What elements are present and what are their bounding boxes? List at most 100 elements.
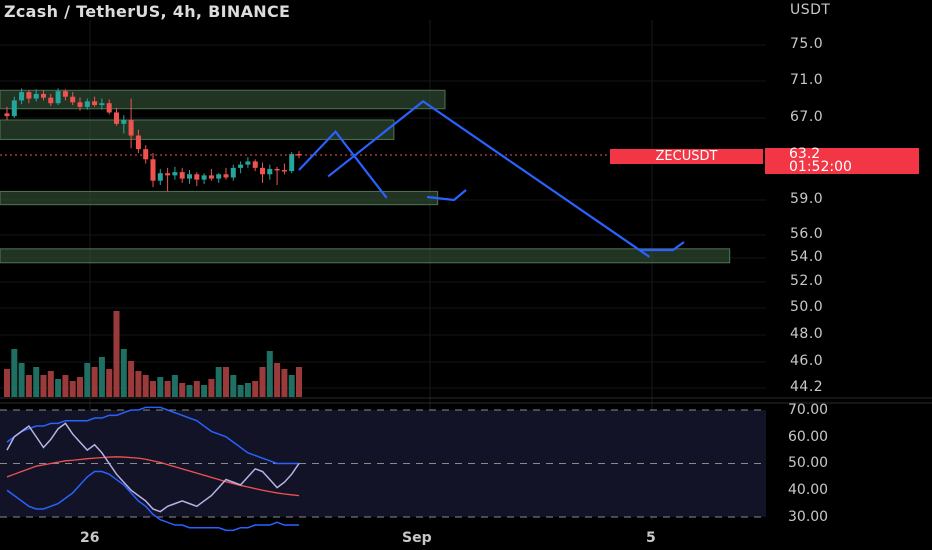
time-axis-label: 26 — [80, 530, 100, 546]
support-resistance-zones[interactable] — [0, 89, 731, 264]
volume-bar — [288, 375, 295, 397]
candle-body — [216, 174, 222, 179]
volume-bar — [296, 367, 302, 397]
candle-body — [208, 175, 214, 179]
candle-body — [157, 173, 163, 181]
price-axis-label: 56.0 — [790, 226, 824, 242]
volume-bars — [4, 311, 302, 397]
volume-bar — [128, 361, 135, 397]
volume-bar — [215, 367, 222, 397]
candle-body — [238, 164, 244, 168]
volume-bar — [230, 375, 237, 397]
volume-bar — [259, 367, 266, 397]
price-axis-label: 75.0 — [790, 36, 824, 52]
candle-body — [4, 113, 10, 117]
rsi-pane[interactable] — [0, 406, 766, 532]
candle-body — [245, 161, 251, 165]
volume-bar — [171, 375, 178, 397]
candle-body — [114, 112, 119, 124]
volume-bar — [150, 381, 156, 397]
volume-bar — [84, 363, 91, 397]
candle-body — [84, 101, 90, 107]
arrow-head-small — [426, 189, 467, 202]
rsi-moving-average — [6, 456, 300, 497]
volume-bar — [281, 369, 288, 397]
volume-bar — [55, 379, 62, 397]
candle-body — [179, 172, 185, 179]
volume-bar — [25, 375, 32, 397]
volume-bar — [244, 383, 251, 397]
volume-bar — [274, 363, 281, 397]
price-axis-label: 44.2 — [790, 379, 824, 395]
symbol-badge: ZECUSDT — [610, 149, 763, 164]
volume-bar — [40, 375, 47, 397]
last-price-value: 63.2 — [789, 146, 821, 162]
oscillator-axis-label: 40.00 — [788, 482, 829, 498]
oscillator-axis-label: 50.00 — [788, 455, 829, 471]
candle-body — [201, 175, 207, 180]
volume-bar — [91, 367, 98, 397]
arrow-head-large — [640, 241, 685, 252]
candle-body — [230, 167, 236, 178]
candle-body — [289, 154, 295, 172]
volume-bar — [47, 371, 54, 397]
volume-bar — [120, 349, 127, 397]
candle-body — [187, 174, 192, 179]
volume-bar — [237, 385, 244, 397]
candle-body — [41, 93, 46, 98]
candle-body — [26, 92, 32, 99]
candle-body — [165, 173, 171, 176]
volume-bar — [186, 385, 193, 397]
candle-body — [48, 97, 54, 104]
candle-body — [92, 101, 98, 106]
price-axis-label: 67.0 — [790, 109, 824, 125]
projection-path-small — [298, 129, 388, 199]
volume-bar — [252, 381, 259, 397]
volume-bar — [77, 377, 83, 397]
volume-bar — [193, 381, 200, 397]
oscillator-axis-label: 70.00 — [788, 402, 829, 418]
candle-body — [55, 91, 61, 104]
projection-path-large — [327, 99, 651, 258]
volume-bar — [164, 381, 171, 397]
candle-body — [62, 91, 68, 97]
candle-body — [194, 174, 200, 180]
candle-body — [223, 174, 229, 178]
zone-rect — [0, 190, 439, 206]
candle-body — [172, 172, 178, 176]
candle-body — [274, 168, 280, 171]
volume-bar — [135, 371, 142, 397]
last-price-badge: 63.2 01:52:00 — [765, 146, 919, 174]
volume-bar — [33, 367, 40, 397]
price-axis-label: 46.0 — [790, 353, 824, 369]
volume-bar — [142, 375, 149, 397]
price-axis-label: 59.0 — [790, 191, 824, 207]
price-axis-unit: USDT — [790, 2, 831, 18]
chart-grid — [0, 20, 932, 520]
candle-body — [121, 119, 127, 124]
volume-bar — [201, 385, 208, 397]
volume-bar — [106, 369, 113, 397]
candle-body — [77, 102, 83, 107]
candle-body — [260, 167, 265, 175]
oscillator-axis-label: 60.00 — [788, 429, 829, 445]
candle-body — [33, 93, 39, 99]
oscillator-axis-label: 30.00 — [788, 509, 829, 525]
chart-title: Zcash / TetherUS, 4h, BINANCE — [4, 2, 291, 21]
volume-bar — [4, 369, 10, 397]
candle-body — [11, 100, 17, 117]
projection-drawings[interactable] — [298, 99, 685, 258]
volume-bar — [98, 357, 105, 397]
price-axis-label: 50.0 — [790, 299, 824, 315]
candle-body — [70, 96, 76, 103]
candle-body — [267, 168, 273, 175]
volume-bar — [157, 377, 164, 397]
volume-bar — [113, 311, 120, 397]
candlesticks[interactable] — [4, 88, 302, 192]
candle-body — [252, 161, 258, 168]
rsi-lower-band — [6, 470, 299, 532]
time-axis-label: Sep — [402, 530, 432, 546]
price-axis-label: 52.0 — [790, 273, 824, 289]
candle-body — [281, 170, 287, 172]
